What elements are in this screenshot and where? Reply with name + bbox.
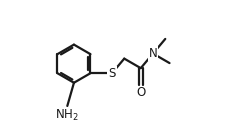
Text: S: S — [108, 67, 116, 80]
Text: NH$_2$: NH$_2$ — [56, 108, 79, 123]
Text: N: N — [149, 47, 157, 60]
Text: O: O — [136, 86, 145, 99]
